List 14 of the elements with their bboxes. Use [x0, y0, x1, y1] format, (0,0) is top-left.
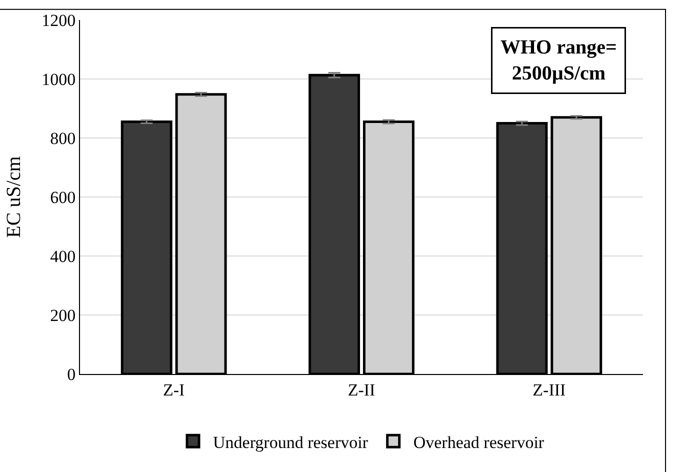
y-tick-label: 400 — [50, 246, 76, 266]
y-tick-label: 200 — [50, 306, 76, 325]
y-tick-label: 1200 — [42, 10, 76, 30]
y-tick-label: 0 — [67, 364, 76, 384]
x-tick-label: Z-I — [162, 380, 186, 400]
x-tick-label: Z-II — [348, 380, 376, 400]
y-tick-label: 800 — [50, 128, 76, 148]
annotation: WHO range= 2500µS/cm — [500, 36, 617, 84]
x-tick-label: Z-III — [532, 380, 566, 400]
y-tick-label: 1000 — [42, 70, 76, 89]
legend-label: Underground reservoir — [213, 432, 368, 452]
legend-label: Overhead reservoir — [413, 432, 544, 452]
y-tick-label: 600 — [50, 188, 76, 207]
y-axis-title: EC uS/cm — [3, 156, 26, 238]
